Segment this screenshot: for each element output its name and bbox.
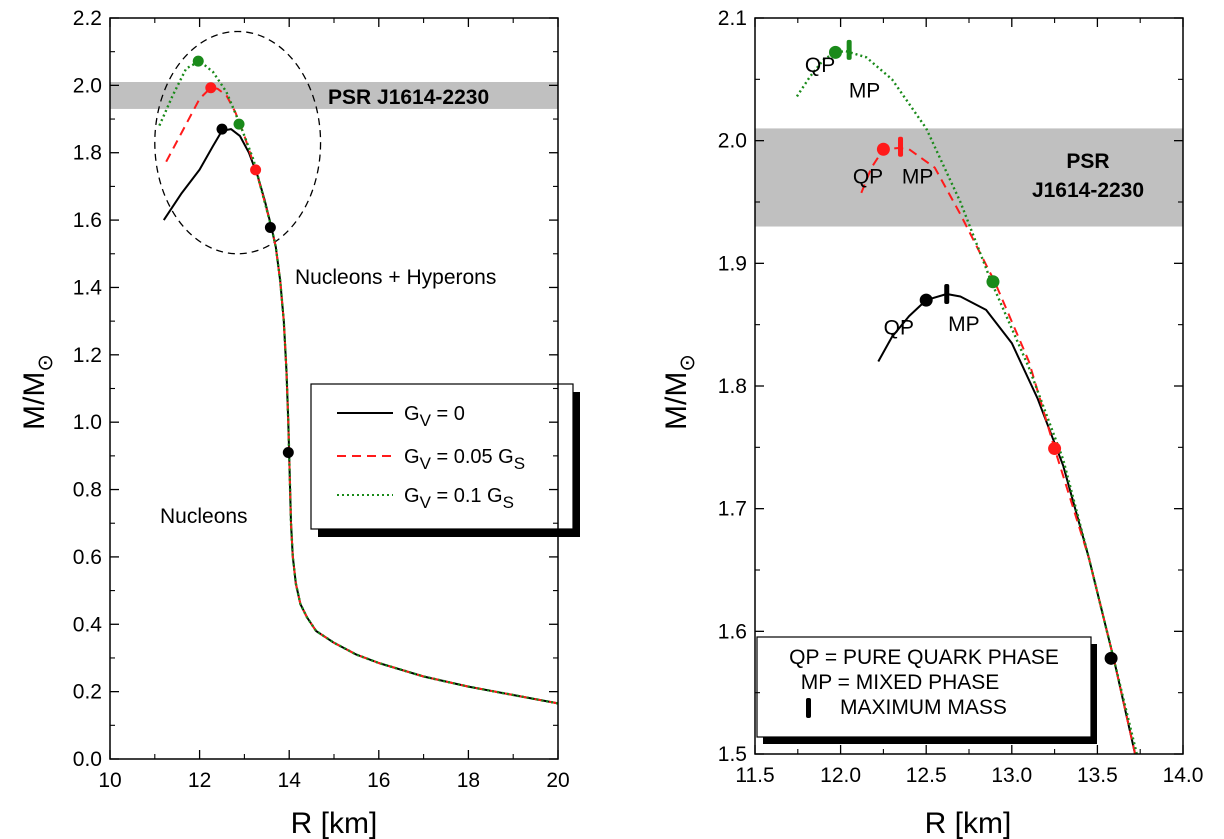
left-y-tick-label: 1.8	[73, 142, 102, 165]
left-y-tick-label: 2.0	[73, 74, 102, 97]
left-y-tick-label: 1.6	[73, 209, 102, 232]
legend-maximum-mass-marker	[806, 698, 811, 718]
left-series-line-2	[158, 59, 559, 705]
left-x-tick-label: 16	[367, 769, 390, 792]
right-series-line-2	[795, 49, 1138, 755]
legend-qp-definition: QP = PURE QUARK PHASE	[789, 646, 1059, 669]
curve-label-mp-5: MP	[948, 313, 980, 336]
left-series-line-1	[162, 86, 559, 705]
right-max-mass-tick-2	[846, 39, 852, 60]
left-y-tick-label: 0.2	[73, 681, 102, 704]
right-legend: QP = PURE QUARK PHASE MP = MIXED PHASE M…	[756, 636, 1097, 744]
right-max-mass-tick-1	[898, 136, 904, 157]
right-y-tick-label: 1.9	[718, 252, 747, 275]
right-y-tick-label: 1.6	[718, 620, 747, 643]
left-marker-point-3	[205, 82, 217, 94]
right-x-tick-label: 14.0	[1163, 764, 1204, 787]
right-x-axis-title: R [km]	[925, 807, 1012, 839]
right-psr-label-line1: PSR	[1066, 150, 1109, 173]
right-x-tick-label: 12.5	[906, 764, 947, 787]
right-y-tick-label: 1.5	[718, 743, 747, 766]
left-y-tick-label: 1.4	[73, 276, 103, 299]
right-x-tick-label: 12.0	[820, 764, 861, 787]
right-axis-ticks: 11.5 12.0 12.5 13.0 13.5 14.0 1.5 1.6 1.7 1.8 1.9 2…	[718, 7, 1204, 787]
curve-label-qp-2: QP	[853, 166, 883, 189]
annotation-nucleons: Nucleons	[160, 505, 248, 528]
right-marker-point-4	[828, 45, 842, 59]
legend-mp-definition: MP = MIXED PHASE	[801, 671, 1000, 694]
left-ellipse-outline	[154, 30, 322, 255]
left-highlight-ellipse	[154, 30, 322, 255]
left-y-tick-label: 2.2	[73, 7, 102, 30]
left-y-tick-label: 0.0	[73, 748, 102, 771]
legend-label-gv0: GV = 0	[404, 403, 465, 430]
right-marker-point-5	[986, 275, 1000, 289]
left-marker-point-0	[216, 123, 228, 135]
left-y-tick-label: 0.6	[73, 546, 102, 569]
curve-label-mp-1: MP	[849, 80, 881, 103]
left-x-tick-label: 20	[546, 769, 569, 792]
right-y-tick-label: 2.0	[718, 130, 747, 153]
legend-label-gv005: GV = 0.05 GS	[404, 446, 525, 473]
left-axis-ticks: 10 12 14 16 18 20 0.0 0.2 0.4 0.6 0.8 1.0 1.2 1.4 1.6 1…	[73, 7, 570, 792]
right-x-tick-label: 11.5	[735, 764, 774, 787]
left-legend: GV = 0 GV = 0.05 GS GV = 0.1 GS	[310, 383, 580, 537]
left-y-tick-label: 0.8	[73, 479, 102, 502]
left-psr-band	[110, 81, 558, 109]
right-psr-band	[755, 128, 1183, 227]
right-curve-labels: QP MP QP MP QP MP	[805, 54, 980, 340]
curve-label-mp-3: MP	[902, 166, 934, 189]
right-y-tick-label: 2.1	[718, 7, 747, 30]
right-y-tick-label: 1.8	[718, 375, 747, 398]
left-marker-point-6	[233, 118, 245, 130]
right-marker-point-1	[1104, 651, 1118, 665]
legend-label-gv01: GV = 0.1 GS	[404, 485, 514, 512]
left-markers-group	[192, 55, 294, 458]
left-marker-point-2	[282, 446, 294, 458]
left-chart: PSR J1614-2230 Nucleons + Hyperons Nucle…	[18, 7, 580, 839]
curve-label-qp-0: QP	[805, 54, 835, 77]
left-y-tick-label: 0.4	[73, 613, 103, 636]
left-x-axis-title: R [km]	[291, 807, 378, 839]
right-x-tick-label: 13.0	[991, 764, 1032, 787]
right-y-axis-title: M/M⊙	[660, 354, 699, 430]
legend-maximum-mass-label: MAXIMUM MASS	[840, 696, 1007, 719]
right-max-mass-tick-0	[944, 284, 950, 304]
left-marker-point-1	[264, 222, 276, 234]
left-marker-point-5	[192, 55, 204, 67]
left-marker-point-4	[250, 164, 262, 176]
left-x-tick-label: 12	[188, 769, 211, 792]
left-series-group	[158, 59, 559, 705]
left-x-tick-label: 18	[457, 769, 480, 792]
left-y-tick-label: 1.2	[73, 344, 102, 367]
right-legend-box	[756, 636, 1092, 738]
left-x-tick-label: 14	[278, 769, 302, 792]
left-y-axis-title: M/M⊙	[18, 354, 57, 430]
right-marker-point-3	[1048, 442, 1062, 456]
right-chart: PSR J1614-2230 QP MP QP MP QP MP QP = PURE QU…	[660, 7, 1203, 839]
left-psr-label: PSR J1614-2230	[328, 86, 489, 109]
annotation-nucleons-hyperons: Nucleons + Hyperons	[295, 266, 496, 289]
left-y-tick-label: 1.0	[73, 411, 102, 434]
right-x-tick-label: 13.5	[1077, 764, 1118, 787]
right-markers-group	[828, 39, 1118, 665]
right-marker-point-0	[919, 293, 933, 307]
right-y-tick-label: 1.7	[718, 498, 747, 521]
curve-label-qp-4: QP	[884, 316, 914, 339]
left-x-tick-label: 10	[98, 769, 121, 792]
right-psr-label-line2: J1614-2230	[1032, 179, 1144, 202]
right-marker-point-2	[876, 142, 890, 156]
